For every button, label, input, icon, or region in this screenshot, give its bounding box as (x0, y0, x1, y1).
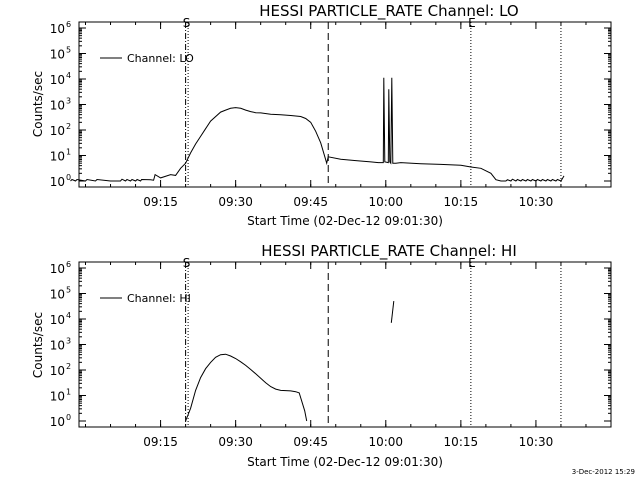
generated-timestamp: 3-Dec-2012 15:29 (572, 468, 635, 476)
hi-y-tick-exponent: 1 (66, 388, 71, 397)
hi-time-marker-label: S (183, 256, 191, 270)
lo-y-tick-label: 10 (50, 124, 65, 138)
lo-x-tick-label: 10:00 (368, 195, 403, 209)
lo-time-marker-label: E (468, 16, 476, 30)
hi-plot-frame (78, 261, 612, 428)
hi-y-tick-label: 10 (50, 288, 65, 302)
hi-y-tick-label: 10 (50, 415, 65, 429)
hi-y-tick-label: 10 (50, 364, 65, 378)
lo-y-tick-exponent: 2 (66, 122, 71, 131)
lo-x-tick-label: 09:45 (293, 195, 328, 209)
hi-y-tick-label: 10 (50, 339, 65, 353)
lo-y-tick-label: 10 (50, 48, 65, 62)
hi-y-tick-exponent: 0 (66, 413, 71, 422)
lo-series-line (70, 77, 565, 182)
lo-y-tick-label: 10 (50, 99, 65, 113)
lo-plot-frame (78, 21, 612, 188)
hi-y-tick-exponent: 5 (66, 286, 71, 295)
lo-x-tick-label: 09:15 (143, 195, 178, 209)
lo-chart-title: HESSI PARTICLE_RATE Channel: LO (259, 2, 518, 21)
hi-x-tick-label: 10:30 (519, 435, 554, 449)
lo-x-tick-label: 10:30 (519, 195, 554, 209)
lo-y-tick-label: 10 (50, 175, 65, 189)
hi-y-tick-exponent: 3 (66, 337, 71, 346)
hi-chart-title: HESSI PARTICLE_RATE Channel: HI (261, 242, 517, 261)
lo-time-marker-label: S (183, 16, 191, 30)
hi-channel-chart: HESSI PARTICLE_RATE Channel: HI 09:15 09:… (31, 242, 612, 469)
lo-legend-label: Channel: LO (127, 52, 194, 65)
hi-time-marker-label: E (468, 256, 476, 270)
lo-x-axis-label: Start Time (02-Dec-12 09:01:30) (247, 214, 443, 228)
hi-y-tick-exponent: 4 (66, 311, 71, 320)
lo-legend: Channel: LO (100, 52, 194, 65)
hi-y-tick-exponent: 6 (66, 260, 71, 269)
hi-x-tick-label: 09:15 (143, 435, 178, 449)
hi-series-line (185, 353, 308, 422)
hi-x-axis-label: Start Time (02-Dec-12 09:01:30) (247, 455, 443, 469)
hi-x-tick-label: 10:00 (368, 435, 403, 449)
hi-y-axis-label: Counts/sec (31, 312, 45, 378)
lo-y-axis-label: Counts/sec (31, 71, 45, 137)
hi-y-tick-exponent: 2 (66, 362, 71, 371)
lo-y-tick-exponent: 6 (66, 20, 71, 29)
lo-x-tick-label: 10:15 (444, 195, 479, 209)
lo-y-tick-label: 10 (50, 150, 65, 164)
lo-x-tick-label: 09:30 (218, 195, 253, 209)
hi-x-tick-label: 09:45 (293, 435, 328, 449)
lo-y-tick-label: 10 (50, 22, 65, 36)
hi-legend: Channel: HI (100, 292, 191, 305)
hi-series-line-2 (390, 301, 395, 323)
lo-y-tick-exponent: 3 (66, 97, 71, 106)
hi-y-tick-label: 10 (50, 390, 65, 404)
lo-y-tick-label: 10 (50, 73, 65, 87)
lo-channel-chart: HESSI PARTICLE_RATE Channel: LO 09:15 09:… (31, 2, 612, 228)
hi-legend-label: Channel: HI (127, 292, 191, 305)
hi-y-tick-label: 10 (50, 262, 65, 276)
lo-y-tick-exponent: 4 (66, 71, 71, 80)
lo-y-tick-exponent: 5 (66, 46, 71, 55)
hi-y-tick-label: 10 (50, 313, 65, 327)
hi-x-tick-label: 10:15 (444, 435, 479, 449)
hi-x-tick-label: 09:30 (218, 435, 253, 449)
lo-y-tick-exponent: 0 (66, 173, 71, 182)
lo-y-tick-exponent: 1 (66, 148, 71, 157)
